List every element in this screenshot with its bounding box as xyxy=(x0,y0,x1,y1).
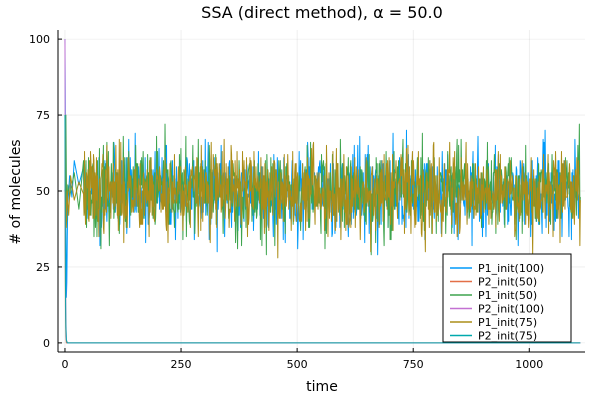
y-tick-labels: 0 25 50 75 100 xyxy=(29,33,62,350)
x-tick-label: 250 xyxy=(171,358,192,371)
legend-label: P2_init(50) xyxy=(478,276,537,289)
y-tick-label: 75 xyxy=(36,109,50,122)
legend-label: P2_init(100) xyxy=(478,303,544,316)
x-tick-label: 750 xyxy=(403,358,424,371)
x-tick-labels: 0 250 500 750 1000 xyxy=(61,348,543,371)
y-tick-label: 0 xyxy=(43,337,50,350)
x-axis-label: time xyxy=(306,379,338,395)
y-tick-label: 25 xyxy=(36,261,50,274)
y-tick-label: 100 xyxy=(29,33,50,46)
legend: P1_init(100)P2_init(50)P1_init(50)P2_ini… xyxy=(442,253,572,343)
legend-label: P1_init(75) xyxy=(478,316,537,329)
series-lines xyxy=(64,39,581,344)
y-axis-label: # of molecules xyxy=(8,139,24,244)
y-tick-label: 50 xyxy=(36,185,50,198)
legend-label: P1_init(100) xyxy=(478,262,544,275)
legend-label: P1_init(50) xyxy=(478,289,537,302)
chart-title: SSA (direct method), α = 50.0 xyxy=(201,3,443,22)
x-tick-label: 500 xyxy=(287,358,308,371)
x-tick-label: 0 xyxy=(61,358,68,371)
series-line-5 xyxy=(64,115,581,259)
series-line-6 xyxy=(64,115,581,344)
x-tick-label: 1000 xyxy=(515,358,543,371)
legend-label: P2_init(75) xyxy=(478,330,537,343)
